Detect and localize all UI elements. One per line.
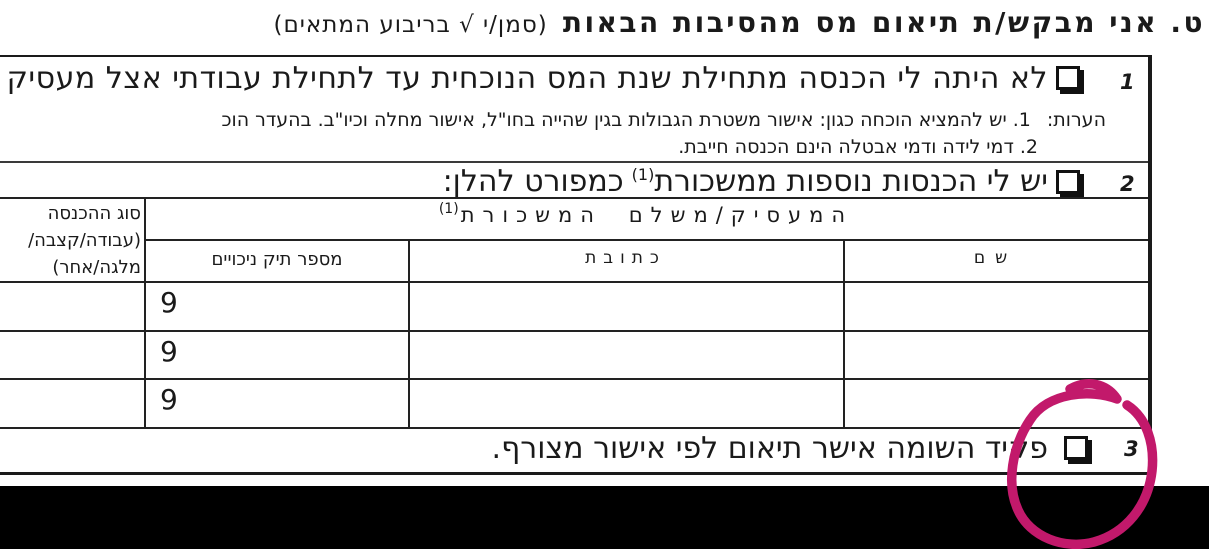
item-2-checkbox[interactable] <box>1056 170 1080 194</box>
table-main-header-text: המעסיק/משלם המשכורת <box>460 203 854 227</box>
income-type-line3: מלגה/אחר) <box>52 257 141 278</box>
income-type-line1: סוג ההכנסה <box>47 203 141 224</box>
section-box-right-border <box>1148 55 1152 475</box>
table-cell-address-row2[interactable] <box>412 332 841 376</box>
table-cell-file-number-row3[interactable] <box>190 380 406 425</box>
section-title-instruction: (סמן/י √ בריבוע המתאים) <box>273 12 548 38</box>
section-box-bottom-border <box>0 472 1152 475</box>
table-header-divider <box>144 239 1148 241</box>
item-3-text: פקיד השומה אישר תיאום לפי אישור מצורף. <box>491 431 1048 466</box>
table-cell-file-number-row2[interactable] <box>190 332 406 376</box>
table-bottom-border <box>0 427 1148 429</box>
address-column-divider <box>843 239 845 427</box>
file-number-prefix: 9 <box>160 335 178 368</box>
section-box-top-border <box>0 55 1152 57</box>
item-1-text: לא היתה לי הכנסה מתחילת שנת המס הנוכחית … <box>0 61 1048 96</box>
table-cell-income-type-row3[interactable] <box>0 380 142 425</box>
item-number-3: 3 <box>1124 437 1139 461</box>
item-2-text-before: יש לי הכנסות נוספות ממשכורת <box>654 164 1048 199</box>
column-header-file-number: מספר תיק ניכויים <box>211 249 343 270</box>
table-cell-name-row2[interactable] <box>847 332 1146 376</box>
notes-label: הערות: <box>1046 109 1106 131</box>
notes-line-1: הערות: 1. יש להמציא הוכחה כגון: אישור משט… <box>0 109 1106 131</box>
item-2-footnote-ref: (1) <box>631 165 655 184</box>
table-row1-divider <box>0 330 1148 332</box>
item-number-2: 2 <box>1120 172 1135 196</box>
table-cell-address-row3[interactable] <box>412 380 841 425</box>
redaction-bar <box>0 486 1209 549</box>
item-1-checkbox[interactable] <box>1056 66 1080 90</box>
file-number-prefix: 9 <box>160 383 178 416</box>
table-cell-file-number-row1[interactable] <box>190 283 406 328</box>
column-header-name: שם <box>973 248 1018 268</box>
item-2-text: יש לי הכנסות נוספות ממשכורת(1) כמפורט להל… <box>0 164 1048 199</box>
table-top-border <box>0 197 1148 199</box>
note-1-text: 1. יש להמציא הוכחה כגון: אישור משטרת הגב… <box>221 109 1031 131</box>
section-title: ט. אני מבקש/ת תיאום מס מהסיבות הבאות (סמ… <box>274 6 1205 39</box>
item-2-text-after: כמפורט להלן: <box>442 164 624 199</box>
notes-line-2: 2. דמי לידה ודמי אבטלה הינם הכנסה חייבת. <box>678 136 1038 158</box>
income-type-line2: (עבודה/קצבה/ <box>28 230 141 251</box>
table-cell-name-row1[interactable] <box>847 283 1146 328</box>
row-divider <box>0 161 1148 163</box>
income-type-column-divider <box>144 197 146 427</box>
section-title-main: ט. אני מבקש/ת תיאום מס מהסיבות הבאות <box>562 6 1205 39</box>
item-number-1: 1 <box>1120 70 1135 94</box>
file-number-column-divider <box>408 239 410 427</box>
table-cell-name-row3[interactable] <box>847 380 1146 425</box>
table-cell-address-row1[interactable] <box>412 283 841 328</box>
item-3-checkbox[interactable] <box>1064 436 1088 460</box>
file-number-prefix: 9 <box>160 286 178 319</box>
table-row2-divider <box>0 378 1148 380</box>
table-cell-income-type-row2[interactable] <box>0 332 142 376</box>
table-main-header: המעסיק/משלם המשכורת(1) <box>144 201 1148 227</box>
table-main-header-footnote-ref: (1) <box>438 201 459 217</box>
column-header-address: כתובת <box>585 248 666 268</box>
table-cell-income-type-row1[interactable] <box>0 283 142 328</box>
table-subheader-divider <box>0 281 1148 283</box>
column-header-income-type: סוג ההכנסה (עבודה/קצבה/ מלגה/אחר) <box>0 200 141 281</box>
